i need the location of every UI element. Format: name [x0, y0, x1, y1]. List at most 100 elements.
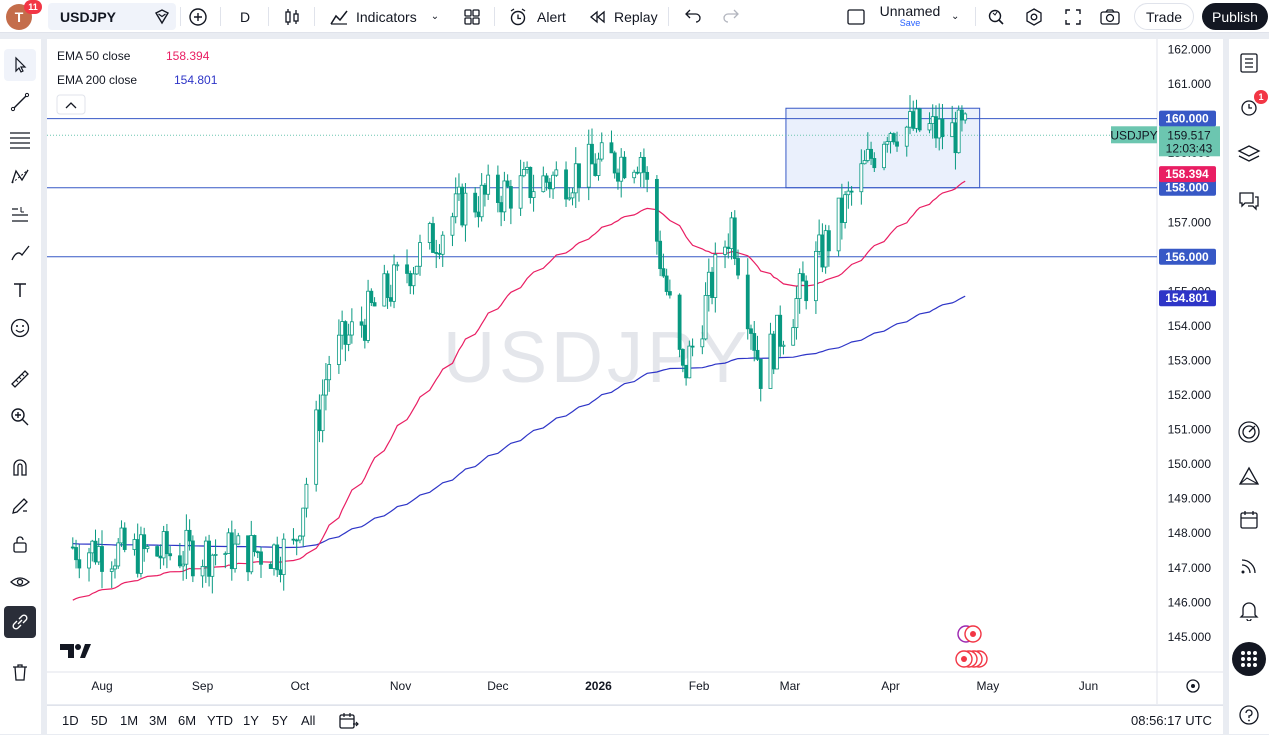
redo-icon[interactable] [722, 0, 740, 33]
alert-button[interactable]: Alert [508, 0, 566, 33]
zoom-in-icon[interactable] [4, 401, 36, 433]
drawing-toolbar [0, 39, 41, 734]
candle-body [184, 529, 189, 565]
help-icon[interactable] [1233, 699, 1265, 731]
drawing-mode-icon[interactable] [4, 490, 36, 522]
cursor-icon[interactable] [4, 49, 36, 81]
patterns-icon[interactable] [4, 161, 36, 193]
trade-button[interactable]: Trade [1134, 3, 1194, 30]
rewind-icon [589, 10, 605, 23]
candle-body [161, 531, 166, 559]
utc-clock[interactable]: 08:56:17 UTC [1131, 713, 1212, 728]
watchlist-icon[interactable] [1233, 47, 1265, 79]
candle-body [411, 273, 416, 287]
price-tick-label: 153.000 [1168, 353, 1212, 367]
apps-grid-icon[interactable] [1232, 642, 1266, 676]
symbol-search-box[interactable] [48, 3, 176, 30]
ideas-icon[interactable] [1233, 460, 1265, 492]
time-axis-settings-icon[interactable] [1186, 679, 1200, 693]
candle-body [473, 192, 478, 213]
brush-icon[interactable] [4, 236, 36, 268]
candle-body [252, 535, 257, 553]
link-icon[interactable] [4, 606, 36, 638]
candle-body [320, 394, 325, 432]
range-button[interactable]: 3M [149, 713, 168, 728]
ema200-price-label: 154.801 [1165, 291, 1209, 305]
chat-icon[interactable] [1233, 185, 1265, 217]
text-tool-icon[interactable] [4, 274, 36, 306]
layers-icon[interactable] [1233, 138, 1265, 170]
range-button[interactable]: YTD [207, 713, 233, 728]
range-button[interactable]: 5D [91, 713, 108, 728]
quick-search-icon[interactable] [986, 0, 1006, 33]
symbol-name[interactable]: USDJPY [60, 8, 117, 25]
range-button[interactable]: 6M [178, 713, 197, 728]
replay-button[interactable]: Replay [588, 0, 658, 33]
news-feed-icon[interactable] [1233, 550, 1265, 582]
notifications-bell-icon[interactable] [1233, 594, 1265, 626]
candle-body [677, 294, 682, 350]
range-button[interactable]: 1Y [243, 713, 259, 728]
candle-body [635, 171, 640, 174]
publish-button[interactable]: Publish [1202, 3, 1268, 30]
range-button[interactable]: 1M [120, 713, 139, 728]
layout-chevron-icon[interactable]: ⌄ [951, 11, 960, 22]
range-button[interactable]: All [301, 713, 316, 728]
chart-pane[interactable]: USDJPY 162.000161.000160.000159.000158.0… [47, 39, 1223, 704]
candle-body [304, 483, 309, 509]
candle-body [609, 142, 614, 154]
candle-body [483, 184, 487, 195]
candle-body [570, 192, 575, 199]
economic-events-icon[interactable] [955, 625, 988, 668]
target-icon[interactable] [1233, 416, 1265, 448]
candles-icon[interactable] [282, 0, 302, 33]
collapse-legend-button[interactable] [56, 94, 86, 115]
candle-body [658, 240, 663, 270]
calendar-icon[interactable] [1233, 504, 1265, 536]
camera-icon[interactable] [1099, 0, 1121, 33]
time-tick-label: Oct [291, 679, 310, 693]
interval-button[interactable]: D [240, 8, 251, 25]
range-button[interactable]: 5Y [272, 713, 288, 728]
trash-icon[interactable] [4, 656, 36, 688]
undo-icon[interactable] [684, 0, 702, 33]
candle-body [255, 551, 260, 554]
candle-body [836, 197, 841, 252]
candlestick-chart[interactable]: USDJPY 162.000161.000160.000159.000158.0… [47, 39, 1223, 704]
candle-body [891, 133, 896, 143]
templates-icon[interactable] [462, 0, 482, 33]
candle-body [203, 540, 208, 567]
candle-body [450, 216, 455, 236]
indicators-button[interactable]: Indicators ⌄ [328, 0, 439, 33]
ema200-legend-label: EMA 200 close [57, 73, 137, 87]
alerts-clock-icon[interactable] [1233, 91, 1265, 123]
candle-body [119, 527, 124, 544]
fib-retracement-icon[interactable] [4, 124, 36, 156]
ruler-icon[interactable] [4, 363, 36, 395]
emoji-icon[interactable] [4, 312, 36, 344]
candle-body [781, 344, 786, 347]
magnet-icon[interactable] [4, 452, 36, 484]
candle-body [139, 534, 143, 574]
trend-line-icon[interactable] [4, 86, 36, 118]
goto-date-icon[interactable] [337, 706, 359, 735]
add-symbol-icon[interactable] [188, 0, 208, 33]
range-button[interactable]: 1D [62, 713, 79, 728]
layout-square-icon[interactable] [846, 0, 866, 33]
chevron-down-icon[interactable]: ⌄ [430, 11, 440, 22]
candle-body [275, 544, 280, 571]
lock-icon[interactable] [4, 528, 36, 560]
compare-icon[interactable] [152, 0, 172, 33]
candle-body [294, 539, 299, 542]
layout-name-button[interactable]: Unnamed Save [874, 3, 946, 31]
candle-body [453, 193, 458, 218]
candle-body [301, 507, 306, 537]
fullscreen-icon[interactable] [1063, 0, 1083, 33]
candle-body [661, 268, 666, 277]
ema50-legend-label: EMA 50 close [57, 49, 131, 63]
eye-icon[interactable] [4, 566, 36, 598]
candle-body [590, 143, 594, 165]
settings-hexagon-icon[interactable] [1024, 0, 1044, 33]
forecasting-icon[interactable] [4, 199, 36, 231]
candle-body [518, 175, 523, 209]
